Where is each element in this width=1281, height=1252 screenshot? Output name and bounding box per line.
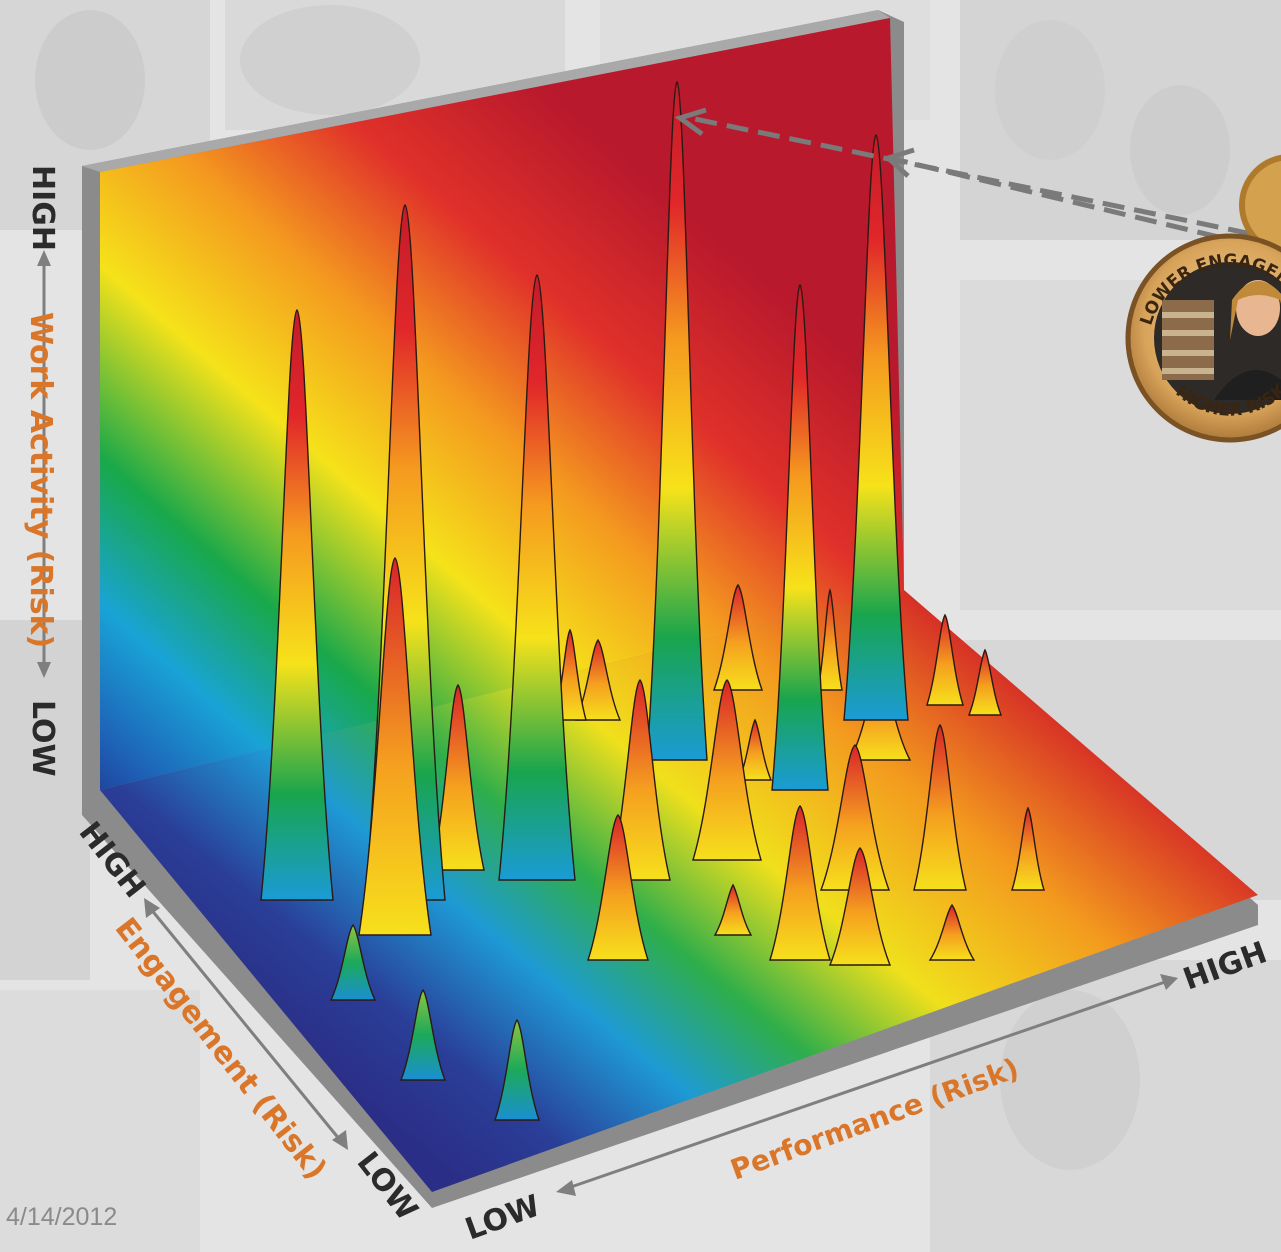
surface-peak <box>771 283 829 791</box>
surface-peak <box>498 274 576 881</box>
surface-peak <box>609 679 671 881</box>
surface-peak <box>587 814 649 961</box>
surface-peak <box>329 923 377 1001</box>
surface-peak <box>817 588 843 691</box>
surface-peak <box>843 134 909 721</box>
vertical-axis-low: LOW <box>25 700 60 777</box>
vertical-axis: HIGH Work Activity (Risk) LOW <box>23 165 60 777</box>
surface-peak <box>260 309 334 901</box>
surface-peak <box>913 723 967 891</box>
surface-peak <box>828 847 892 966</box>
surface-peak <box>692 679 762 861</box>
surface-peak <box>737 718 773 781</box>
surface-peak <box>431 683 485 871</box>
surface-peak <box>399 988 447 1081</box>
date-stamp: 4/14/2012 <box>6 1203 118 1231</box>
vertical-axis-high: HIGH <box>25 165 60 251</box>
back-wall-edge <box>82 10 890 172</box>
surface-peak <box>819 744 891 891</box>
surface-peak <box>928 903 976 961</box>
surface-peak <box>713 883 753 936</box>
surface-peak <box>358 557 432 936</box>
lower-engagement-badge: LOWER ENGAGEMENT HIGHER RISK <box>1125 154 1281 443</box>
surface-peak <box>646 81 708 761</box>
surface-peak <box>713 583 763 691</box>
surface-peak <box>769 805 831 961</box>
horizontal-axis-low: LOW <box>461 1188 545 1247</box>
surface-peak <box>967 648 1003 716</box>
surface-peak <box>574 638 622 721</box>
surface-peak <box>1011 806 1045 891</box>
surface-peak <box>494 1018 540 1121</box>
vertical-axis-title: Work Activity (Risk) <box>23 312 58 648</box>
surface-peak <box>926 613 964 706</box>
peaks-group <box>260 81 1045 1121</box>
